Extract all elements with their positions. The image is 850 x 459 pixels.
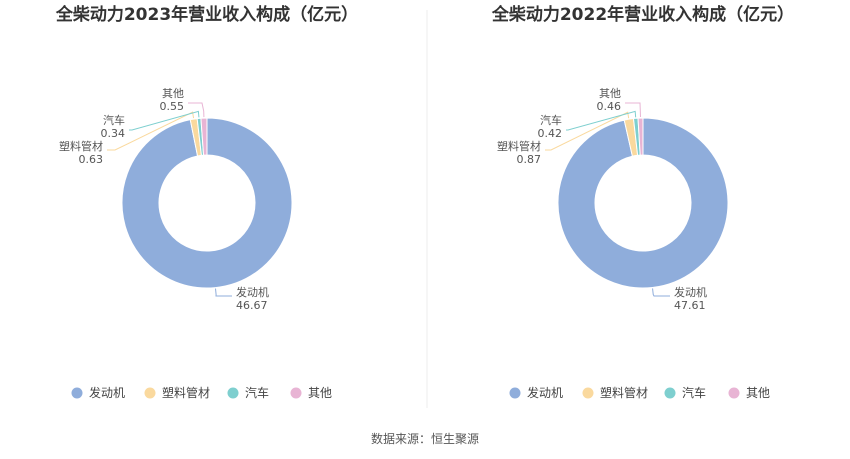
legend-label-auto[interactable]: 汽车 <box>682 385 706 400</box>
leader-line-other <box>625 102 641 118</box>
legend-label-other[interactable]: 其他 <box>746 386 770 400</box>
slice-other[interactable] <box>637 117 644 156</box>
slice-label-other: 其他 <box>599 87 621 100</box>
leader-line-auto <box>566 110 637 131</box>
slice-label-auto: 汽车 <box>103 113 125 127</box>
legend-marker-engine[interactable] <box>509 387 521 399</box>
slice-value-plastic-pipe: 0.63 <box>79 153 104 166</box>
legend-marker-plastic-pipe[interactable] <box>582 387 594 399</box>
slice-value-other: 0.55 <box>160 100 185 113</box>
legend-label-plastic-pipe[interactable]: 塑料管材 <box>162 385 210 400</box>
slice-value-engine: 47.61 <box>674 299 706 312</box>
legend-marker-auto[interactable] <box>664 387 676 399</box>
chart-title: 全柴动力2023年营业收入构成（亿元） <box>55 4 358 25</box>
slice-value-engine: 46.67 <box>236 299 268 312</box>
slice-value-plastic-pipe: 0.87 <box>517 153 542 166</box>
slice-engine[interactable] <box>121 117 293 289</box>
slice-other[interactable] <box>200 117 208 156</box>
legend-marker-auto[interactable] <box>227 387 239 399</box>
leader-line-engine <box>215 288 232 297</box>
leader-line-plastic-pipe <box>107 111 195 151</box>
chart-title: 全柴动力2022年营业收入构成（亿元） <box>491 4 794 25</box>
legend-label-engine[interactable]: 发动机 <box>527 385 563 400</box>
slice-label-engine: 发动机 <box>236 285 269 299</box>
legend-label-engine[interactable]: 发动机 <box>89 385 125 400</box>
legend-marker-other[interactable] <box>728 387 740 399</box>
chart-2022: 全柴动力2022年营业收入构成（亿元）发动机47.61发动机塑料管材0.87塑料… <box>491 4 794 400</box>
slice-value-other: 0.46 <box>597 100 622 113</box>
legend-label-plastic-pipe[interactable]: 塑料管材 <box>600 385 648 400</box>
legend-marker-other[interactable] <box>290 387 302 399</box>
slice-label-engine: 发动机 <box>674 285 707 299</box>
legend-label-other[interactable]: 其他 <box>308 386 332 400</box>
legend-marker-plastic-pipe[interactable] <box>144 387 156 399</box>
slice-engine[interactable] <box>557 117 729 289</box>
chart-2023: 全柴动力2023年营业收入构成（亿元）发动机46.67发动机塑料管材0.63塑料… <box>55 4 358 400</box>
legend-marker-engine[interactable] <box>71 387 83 399</box>
slice-value-auto: 0.34 <box>101 127 126 140</box>
slice-label-other: 其他 <box>162 87 184 100</box>
slice-label-plastic-pipe: 塑料管材 <box>59 139 103 153</box>
slice-label-plastic-pipe: 塑料管材 <box>497 139 541 153</box>
leader-line-other <box>188 102 205 118</box>
slice-value-auto: 0.42 <box>538 127 563 140</box>
leader-line-plastic-pipe <box>545 111 630 151</box>
source-label: 数据来源：恒生聚源 <box>371 431 479 446</box>
leader-line-auto <box>129 110 200 131</box>
legend-label-auto[interactable]: 汽车 <box>245 385 269 400</box>
leader-line-engine <box>652 288 670 297</box>
slice-label-auto: 汽车 <box>540 113 562 127</box>
